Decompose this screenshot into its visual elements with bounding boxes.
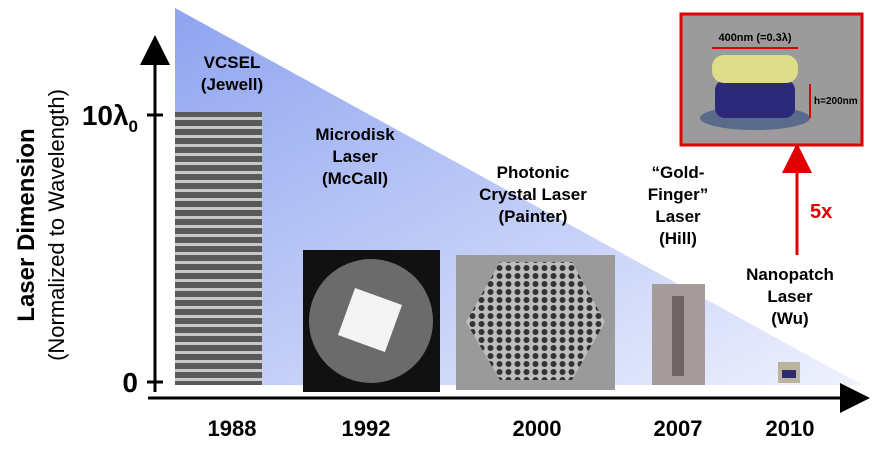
inset-cap xyxy=(712,55,798,83)
laser-label: (Painter) xyxy=(499,207,568,226)
inset-body xyxy=(715,80,795,118)
faint-label: Photon xyxy=(538,53,597,72)
faint-label: Laser xyxy=(544,119,590,138)
laser-label: Laser xyxy=(767,287,813,306)
laser-label: Nanopatch xyxy=(746,265,834,284)
laser-label: Photonic xyxy=(497,163,570,182)
laser-label: Laser xyxy=(655,207,701,226)
year-label: 2010 xyxy=(766,416,815,441)
nanopatch-body xyxy=(782,370,796,378)
laser-label: Microdisk xyxy=(315,125,395,144)
axis-subtitle: (Normalized to Wavelength) xyxy=(44,89,69,361)
y-tick-label: 0 xyxy=(122,367,138,398)
laser-label: (McCall) xyxy=(322,169,388,188)
inset-height-label: h=200nm xyxy=(814,96,858,107)
goldfinger-finger xyxy=(672,296,684,376)
laser-label: (Jewell) xyxy=(201,75,263,94)
laser-label: Crystal Laser xyxy=(479,185,587,204)
vcsel-image xyxy=(175,112,262,385)
scale-label: 5x xyxy=(810,201,832,223)
laser-label: (Wu) xyxy=(771,309,808,328)
laser-label: Laser xyxy=(332,147,378,166)
year-label: 2000 xyxy=(513,416,562,441)
laser-label: VCSEL xyxy=(204,53,261,72)
year-label: 1988 xyxy=(208,416,257,441)
year-label: 1992 xyxy=(342,416,391,441)
faint-label: Crystal xyxy=(538,97,596,116)
inset-width-label: 400nm (=0.3λ) xyxy=(718,32,791,44)
axis-title: Laser Dimension xyxy=(13,128,40,321)
y-tick-label: 10λ0 xyxy=(82,100,138,136)
laser-label: “Gold- xyxy=(652,163,705,182)
slide: 10λ0 0 Laser Dimension (Normalized to Wa… xyxy=(0,0,878,444)
faint-label: ic xyxy=(560,75,574,94)
laser-label: (Hill) xyxy=(659,229,697,248)
year-label: 2007 xyxy=(654,416,703,441)
laser-label: Finger” xyxy=(648,185,708,204)
